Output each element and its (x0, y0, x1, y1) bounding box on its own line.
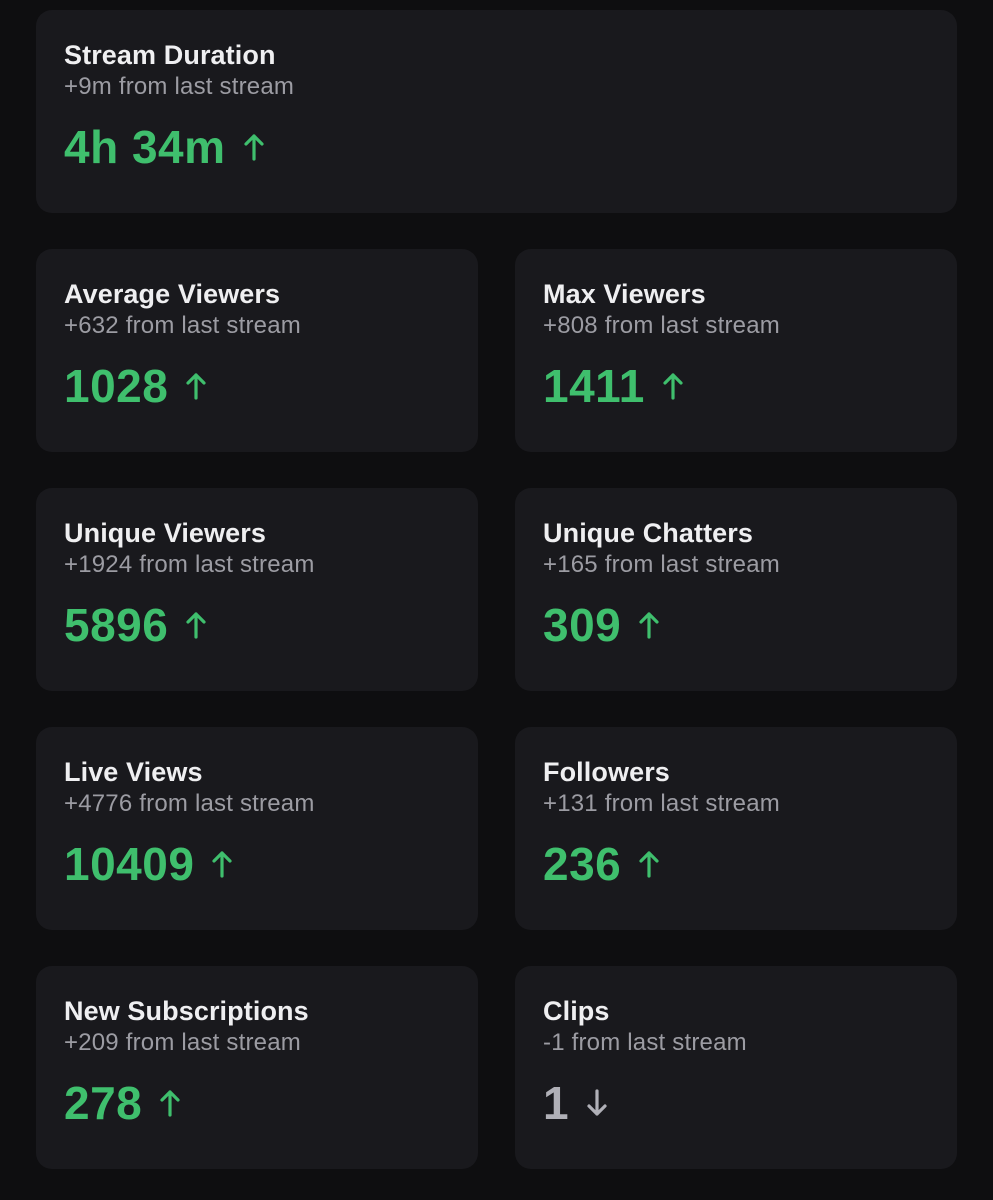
stat-card-stream-duration: Stream Duration +9m from last stream 4h … (36, 10, 957, 213)
arrow-up-icon (160, 1090, 180, 1117)
stat-value-row: 278 (64, 1076, 478, 1130)
arrow-up-icon (186, 373, 206, 400)
stat-change: +131 from last stream (543, 790, 780, 817)
stat-card-live-views: Live Views +4776 from last stream 10409 (36, 727, 478, 930)
stat-card-unique-chatters: Unique Chatters +165 from last stream 30… (515, 488, 957, 691)
stat-value: 5896 (64, 599, 169, 651)
stat-title: Clips (543, 996, 610, 1026)
arrow-up-icon (243, 134, 264, 161)
stat-title: Followers (543, 757, 670, 787)
stat-change: +1924 from last stream (64, 551, 315, 578)
stat-value: 4h 34m (64, 121, 226, 173)
stat-card-unique-viewers: Unique Viewers +1924 from last stream 58… (36, 488, 478, 691)
stat-value-row: 1 (543, 1076, 957, 1130)
stat-title: Unique Chatters (543, 518, 754, 548)
stat-title: New Subscriptions (64, 996, 309, 1026)
stat-card-followers: Followers +131 from last stream 236 (515, 727, 957, 930)
arrow-up-icon (212, 851, 233, 878)
stat-title: Stream Duration (64, 40, 276, 70)
stat-title: Max Viewers (543, 279, 706, 309)
stat-card-new-subscriptions: New Subscriptions +209 from last stream … (36, 966, 478, 1169)
stat-value-row: 10409 (64, 837, 478, 891)
stat-change: +4776 from last stream (64, 790, 315, 817)
stat-value-row: 4h 34m (64, 120, 957, 174)
stat-title: Average Viewers (64, 279, 281, 309)
stat-card-max-viewers: Max Viewers +808 from last stream 1411 (515, 249, 957, 452)
stat-value: 1 (543, 1077, 570, 1129)
arrow-up-icon (639, 851, 659, 878)
stat-value-row: 5896 (64, 598, 478, 652)
stat-value: 278 (64, 1077, 143, 1129)
stat-value: 236 (543, 838, 622, 890)
stat-value: 1028 (64, 360, 169, 412)
stat-value-row: 309 (543, 598, 957, 652)
stat-change: +165 from last stream (543, 551, 780, 578)
stat-value: 10409 (64, 838, 195, 890)
stat-value-row: 1411 (543, 359, 957, 413)
stat-value-row: 1028 (64, 359, 478, 413)
stat-value-row: 236 (543, 837, 957, 891)
stat-change: +632 from last stream (64, 312, 301, 339)
stat-card-clips: Clips -1 from last stream 1 (515, 966, 957, 1169)
stat-card-average-viewers: Average Viewers +632 from last stream 10… (36, 249, 478, 452)
stats-grid: Stream Duration +9m from last stream 4h … (36, 10, 957, 1169)
arrow-up-icon (663, 373, 683, 400)
stat-title: Live Views (64, 757, 203, 787)
stat-change: +209 from last stream (64, 1029, 301, 1056)
stat-title: Unique Viewers (64, 518, 266, 548)
arrow-up-icon (639, 612, 659, 639)
arrow-up-icon (186, 612, 206, 639)
stat-value: 1411 (543, 360, 645, 412)
stat-change: +808 from last stream (543, 312, 780, 339)
stat-change: -1 from last stream (543, 1029, 747, 1056)
stat-change: +9m from last stream (64, 73, 295, 100)
arrow-down-icon (587, 1089, 607, 1116)
stat-value: 309 (543, 599, 622, 651)
